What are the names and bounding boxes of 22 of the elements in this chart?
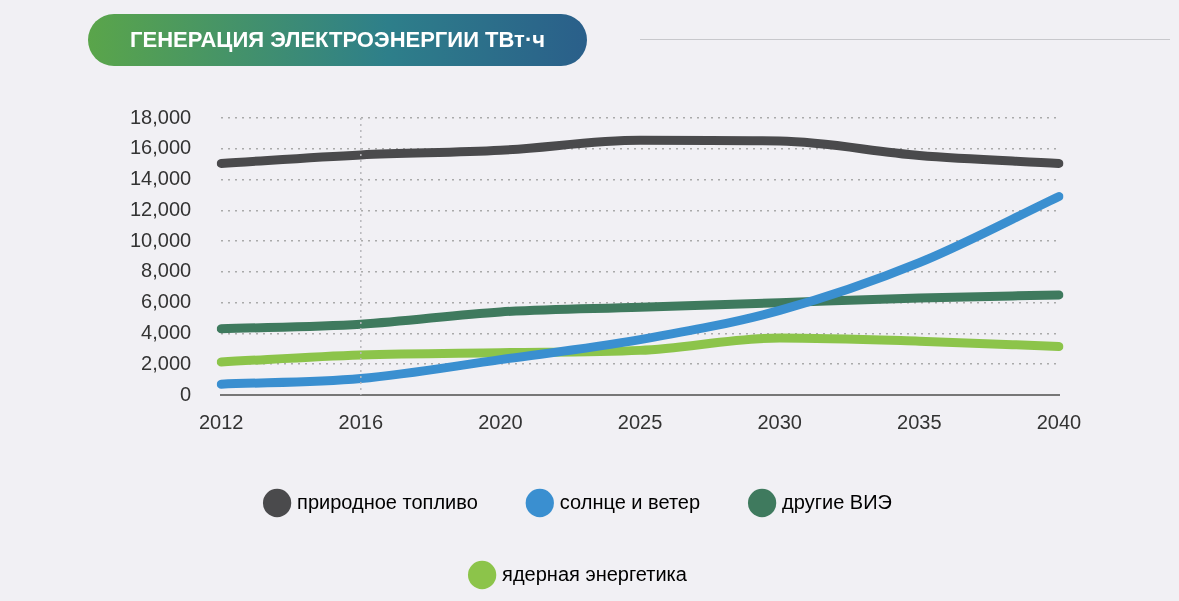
x-tick-label: 2025: [617, 410, 663, 433]
x-tick-label: 2040: [1036, 410, 1082, 433]
y-tick-label: 6,000: [141, 290, 192, 313]
y-tick-label: 2,000: [141, 351, 192, 374]
x-tick-label: 2012: [198, 410, 244, 433]
y-tick-label: 10,000: [130, 228, 192, 251]
x-tick-label: 2035: [897, 410, 942, 433]
y-tick-label: 14,000: [130, 167, 192, 190]
y-tick-label: 18,000: [130, 105, 192, 128]
legend-label: другие ВИЭ: [782, 490, 892, 513]
x-tick-label: 2030: [757, 410, 802, 433]
legend-label: солнце и ветер: [559, 490, 701, 513]
y-tick-label: 0: [180, 382, 192, 405]
legend-label: ядерная энергетика: [502, 562, 688, 585]
y-tick-label: 16,000: [130, 136, 192, 159]
y-tick-label: 4,000: [141, 320, 192, 343]
x-tick-label: 2016: [338, 410, 384, 433]
x-tick-label: 2020: [478, 410, 523, 433]
legend-label: природное топливо: [297, 490, 478, 513]
y-tick-label: 12,000: [130, 197, 192, 220]
y-tick-label: 8,000: [141, 259, 192, 282]
chart-title: ГЕНЕРАЦИЯ ЭЛЕКТРОЭНЕРГИИ ТВт·ч: [88, 14, 587, 66]
